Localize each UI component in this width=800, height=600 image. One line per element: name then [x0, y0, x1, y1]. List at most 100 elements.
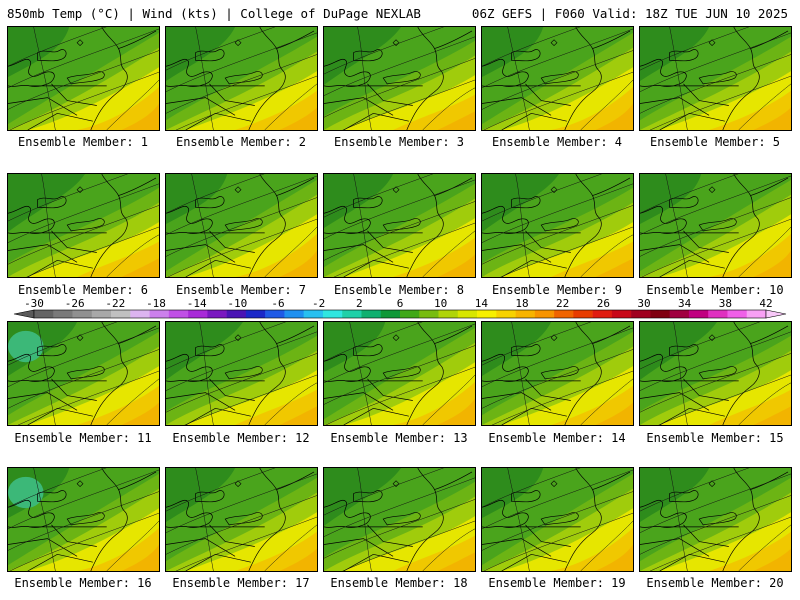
- lake-outline: [66, 512, 105, 526]
- coastline: [248, 468, 286, 571]
- height-contour: [8, 491, 159, 551]
- lake-outline: [669, 490, 699, 503]
- colorbar-swatch: [534, 310, 555, 318]
- state-line: [501, 553, 567, 571]
- lake-outline: [698, 71, 737, 85]
- lake-outline: [195, 490, 225, 503]
- temp-field-warm-zone: [753, 406, 791, 425]
- ensemble-map-1: [7, 26, 160, 131]
- height-contour: [640, 197, 791, 257]
- great-lakes-outline: [640, 205, 687, 234]
- colorbar-max-arrow: [765, 309, 787, 319]
- colorbar-swatch: [419, 310, 439, 318]
- temp-field-warm-zone: [753, 250, 791, 277]
- lake-outline: [698, 218, 737, 232]
- colorbar-swatch: [72, 310, 93, 318]
- lake-outline: [511, 344, 541, 357]
- lake-outline: [382, 366, 421, 380]
- temp-field-warm-zone: [709, 90, 791, 130]
- height-contour: [106, 378, 159, 425]
- state-line: [27, 553, 93, 571]
- ensemble-label-17: Ensemble Member: 17: [172, 576, 310, 590]
- height-contour: [166, 331, 317, 391]
- temp-field-cool-zone: [166, 322, 243, 380]
- temp-field-warm-zone: [77, 527, 159, 571]
- ensemble-label-6: Ensemble Member: 6: [17, 283, 149, 297]
- temp-field-warm-zone: [709, 531, 791, 571]
- ensemble-label-16: Ensemble Member: 16: [14, 576, 152, 590]
- coastline: [118, 30, 157, 49]
- lake-outline: [511, 490, 541, 503]
- lake-outline: [66, 71, 105, 85]
- temp-field-warm-zone: [279, 406, 317, 425]
- colorbar-swatch: [284, 310, 304, 318]
- temp-field-warm-zone: [551, 527, 633, 571]
- height-contour: [8, 349, 159, 409]
- colorbar-tick-label: -18: [146, 297, 166, 310]
- colorbar-swatch: [53, 310, 73, 318]
- coastline: [750, 325, 789, 344]
- state-line: [209, 378, 255, 401]
- lake-outline: [195, 196, 225, 209]
- ensemble-label-1: Ensemble Member: 1: [17, 135, 149, 149]
- height-contour: [184, 374, 317, 425]
- colorbar-swatch: [708, 310, 728, 318]
- lake-outline: [66, 366, 105, 380]
- temp-field-warm-zone: [437, 254, 475, 277]
- height-contour: [580, 234, 633, 277]
- colorbar-swatch: [631, 310, 651, 318]
- coastline: [564, 468, 602, 571]
- state-line: [51, 83, 97, 106]
- height-contour: [166, 197, 317, 257]
- temp-field-warm-zone: [121, 402, 159, 425]
- temp-field-warm-zone: [551, 241, 633, 277]
- height-contour: [640, 27, 750, 71]
- colorbar-tick-label: -6: [271, 297, 284, 310]
- state-line: [166, 392, 236, 411]
- colorbar-swatch: [265, 310, 285, 318]
- map-title: 850mb Temp (°C) | Wind (kts) | College o…: [7, 6, 421, 21]
- height-contour: [166, 353, 317, 413]
- coastline: [592, 177, 631, 196]
- height-contour: [166, 175, 317, 236]
- colorbar-tick-label: 34: [678, 297, 692, 310]
- height-contour: [482, 27, 581, 67]
- height-contour: [37, 322, 56, 425]
- colorbar-swatch: [400, 310, 420, 318]
- height-contour: [422, 230, 475, 277]
- state-line: [185, 112, 251, 130]
- height-contour: [357, 27, 372, 130]
- state-line: [640, 244, 710, 263]
- coastline: [406, 174, 444, 277]
- state-line: [640, 97, 710, 116]
- height-contour: [640, 32, 791, 92]
- ensemble-label-13: Ensemble Member: 13: [330, 431, 468, 445]
- height-contour: [106, 79, 159, 130]
- height-contour: [8, 468, 107, 508]
- state-line: [640, 538, 710, 557]
- height-contour: [199, 322, 214, 425]
- ensemble-label-14: Ensemble Member: 14: [488, 431, 626, 445]
- temp-field-warm-zone: [121, 103, 159, 130]
- state-line: [8, 392, 78, 411]
- height-contour: [665, 174, 688, 277]
- coastline: [406, 322, 444, 425]
- lake-outline: [37, 49, 67, 62]
- coastline: [434, 471, 473, 490]
- ensemble-label-11: Ensemble Member: 11: [14, 431, 152, 445]
- state-line: [8, 97, 78, 116]
- colorbar-swatch: [322, 310, 343, 318]
- lake-outline: [669, 49, 699, 62]
- temp-field-warm-zone: [753, 107, 791, 130]
- colorbar-swatch: [380, 310, 401, 318]
- height-contour: [264, 226, 317, 277]
- temp-field-warm-zone: [279, 548, 317, 571]
- temp-field-warm-zone: [595, 544, 633, 571]
- temp-field-warm-zone: [121, 544, 159, 571]
- temp-field-warm-zone: [77, 86, 159, 130]
- coastline: [722, 322, 760, 425]
- state-line: [501, 407, 567, 425]
- height-contour: [738, 226, 791, 277]
- height-contour: [8, 205, 159, 265]
- temp-field-warm-zone: [595, 103, 633, 130]
